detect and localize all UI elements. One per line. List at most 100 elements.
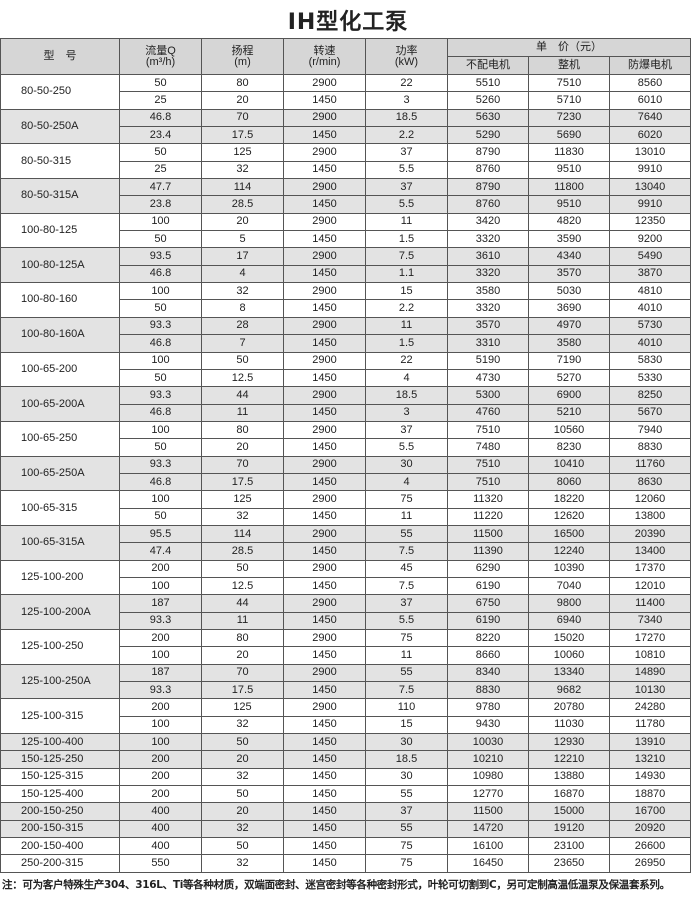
speed-cell: 2900 xyxy=(283,316,366,336)
table-row: 200-150-250 400 20 1450 37 11500 15000 16700 xyxy=(0,802,692,821)
flow-cell: 47.7 xyxy=(119,178,202,197)
price-no-motor-cell: 3320 xyxy=(447,299,529,318)
price-explosion-proof-cell: 9910 xyxy=(608,160,692,180)
flow-cell: 50 xyxy=(119,299,202,318)
price-complete-cell: 8230 xyxy=(528,438,610,457)
power-cell: 15 xyxy=(365,715,448,735)
price-complete-cell: 23650 xyxy=(528,854,610,873)
speed-cell: 2900 xyxy=(283,212,366,232)
page-title: IH型化工泵 xyxy=(287,10,409,35)
table-row: 250-200-315 550 32 1450 75 16450 23650 26950 xyxy=(0,854,692,873)
power-cell: 2.2 xyxy=(365,299,448,318)
model-cell: 80-50-250 xyxy=(0,74,120,110)
model-cell: 150-125-400 xyxy=(0,785,120,804)
price-complete-cell: 4970 xyxy=(528,316,610,336)
table-row: 125-100-200A 187 44 2900 37 6750 9800 11400 xyxy=(0,594,692,630)
speed-cell: 1450 xyxy=(283,576,366,596)
model-cell: 200-150-250 xyxy=(0,802,120,821)
flow-cell: 100 xyxy=(119,351,202,370)
flow-cell: 23.8 xyxy=(119,195,202,214)
power-cell: 22 xyxy=(365,351,448,370)
power-cell: 75 xyxy=(365,628,448,648)
header-price: 单 价（元） xyxy=(446,38,692,57)
speed-cell: 1450 xyxy=(283,230,366,249)
power-cell: 18.5 xyxy=(365,750,448,769)
price-explosion-proof-cell: 13040 xyxy=(608,178,692,197)
price-no-motor-cell: 14720 xyxy=(447,819,529,839)
model-cell: 250-200-315 xyxy=(0,854,120,873)
power-cell: 37 xyxy=(365,178,448,197)
price-explosion-proof-cell: 18870 xyxy=(608,785,692,804)
price-explosion-proof-cell: 4810 xyxy=(608,282,692,301)
flow-cell: 25 xyxy=(119,91,202,110)
head-cell: 20 xyxy=(201,212,284,232)
price-explosion-proof-cell: 20390 xyxy=(608,524,692,544)
price-complete-cell: 12930 xyxy=(528,733,610,752)
price-complete-cell: 5270 xyxy=(528,368,610,388)
table-row: 80-50-250A 46.8 70 2900 18.5 5630 7230 7640 xyxy=(0,108,692,145)
model-cell: 125-100-250A xyxy=(0,663,120,700)
model-cell: 100-65-250 xyxy=(0,420,120,457)
price-no-motor-cell: 3610 xyxy=(447,247,529,266)
model-cell: 125-100-400 xyxy=(0,733,120,752)
speed-cell: 1450 xyxy=(283,611,366,631)
footnote: 注：可为客户特殊生产304、316L、Ti等各种材质，双端面密封、迷宫密封等各种… xyxy=(2,879,670,891)
table-row: 50 20 1450 5.5 7480 8230 8830 xyxy=(1,438,692,457)
price-no-motor-cell: 4730 xyxy=(447,368,529,388)
price-explosion-proof-cell: 13010 xyxy=(608,143,692,162)
price-complete-cell: 9800 xyxy=(528,594,610,613)
header-price-complete: 整机 xyxy=(528,56,610,75)
price-no-motor-cell: 8760 xyxy=(447,160,529,180)
model-cell: 100-65-200 xyxy=(0,351,120,388)
flow-cell: 100 xyxy=(119,212,202,232)
header-flow: 流量Q (m³/h) xyxy=(119,38,202,75)
price-explosion-proof-cell: 7640 xyxy=(608,108,692,128)
power-cell: 4 xyxy=(365,472,448,492)
table-row: 47.4 28.5 1450 7.5 11390 12240 13400 xyxy=(1,542,692,561)
table-row: 150-125-315 200 32 1450 30 10980 13880 14930 xyxy=(0,767,692,787)
power-cell: 11 xyxy=(365,316,448,336)
price-no-motor-cell: 8340 xyxy=(447,663,529,683)
table-body: 80-50-250 50 80 2900 22 5510 7510 8560 25 20 1450 3… xyxy=(0,73,692,873)
price-complete-cell: 3580 xyxy=(528,334,610,353)
price-complete-cell: 12620 xyxy=(528,507,610,526)
power-cell: 5.5 xyxy=(365,160,448,180)
price-explosion-proof-cell: 16700 xyxy=(608,802,692,821)
speed-cell: 1450 xyxy=(283,160,366,180)
price-complete-cell: 7040 xyxy=(528,576,610,596)
head-cell: 4 xyxy=(201,264,284,284)
model-cell: 150-125-250 xyxy=(0,750,120,769)
power-cell: 30 xyxy=(365,455,448,474)
power-cell: 75 xyxy=(365,854,448,873)
head-cell: 28.5 xyxy=(201,195,284,214)
price-complete-cell: 4820 xyxy=(528,212,610,232)
power-cell: 37 xyxy=(365,802,448,821)
price-no-motor-cell: 5630 xyxy=(447,108,529,128)
head-cell: 80 xyxy=(201,628,284,648)
table-row: 100 20 1450 11 8660 10060 10810 xyxy=(1,646,692,665)
price-explosion-proof-cell: 6010 xyxy=(608,91,692,110)
model-cell: 80-50-315 xyxy=(0,143,120,180)
speed-cell: 1450 xyxy=(283,542,366,561)
flow-cell: 100 xyxy=(119,490,202,509)
header-speed-label: 转速 xyxy=(313,44,336,57)
price-explosion-proof-cell: 14930 xyxy=(608,767,692,787)
price-no-motor-cell: 11500 xyxy=(447,524,529,544)
table-row: 125-100-250A 187 70 2900 55 8340 13340 14890 xyxy=(0,663,692,700)
header-row: 型 号 流量Q (m³/h) 扬程 (m) 转速 (r/min) 功率 (kW) 单 价… xyxy=(0,38,692,75)
price-explosion-proof-cell: 5830 xyxy=(608,351,692,370)
price-no-motor-cell: 6190 xyxy=(447,611,529,631)
price-complete-cell: 7190 xyxy=(528,351,610,370)
head-cell: 20 xyxy=(201,438,284,457)
header-speed-unit: (r/min) xyxy=(308,55,341,68)
price-no-motor-cell: 5190 xyxy=(447,351,529,370)
model-cell: 100-65-315 xyxy=(0,490,120,526)
flow-cell: 100 xyxy=(119,733,202,752)
price-complete-cell: 10560 xyxy=(528,420,610,440)
price-complete-cell: 15020 xyxy=(528,628,610,648)
price-explosion-proof-cell: 4010 xyxy=(608,299,692,318)
table-row: 80-50-315A 47.7 114 2900 37 8790 11800 13040 xyxy=(0,178,692,214)
flow-cell: 46.8 xyxy=(119,472,202,492)
head-cell: 125 xyxy=(201,143,284,162)
price-explosion-proof-cell: 7340 xyxy=(608,611,692,631)
